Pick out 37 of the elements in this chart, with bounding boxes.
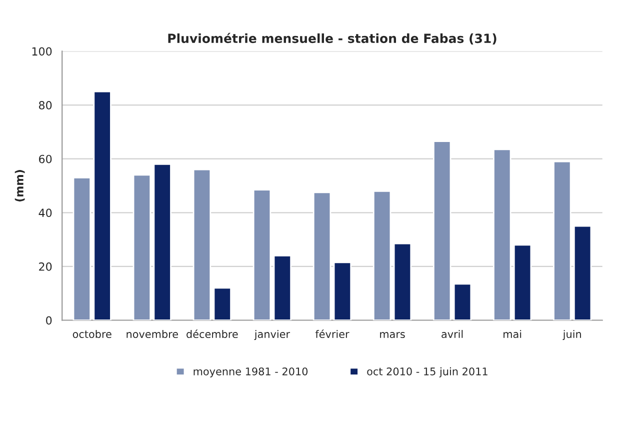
y-tick-label: 60	[39, 154, 52, 164]
chart-title: Pluviométrie mensuelle - station de Fabas (31)	[168, 32, 496, 45]
bar	[252, 189, 272, 320]
bar	[213, 287, 232, 320]
x-tick-label: avril	[442, 330, 463, 338]
bar	[432, 140, 452, 320]
bar	[553, 160, 572, 320]
x-tick-label: octobre	[72, 330, 112, 338]
bar	[132, 174, 152, 320]
bar	[72, 176, 92, 320]
bar	[312, 192, 332, 320]
x-tick-label: mai	[504, 330, 522, 338]
bar	[273, 254, 292, 320]
x-tick-label: mars	[380, 332, 405, 338]
bar	[493, 148, 512, 320]
y-tick-label: 20	[39, 262, 52, 271]
bar	[453, 283, 472, 320]
bar	[513, 244, 532, 320]
bar	[372, 190, 392, 320]
x-tick-label: juin	[562, 330, 581, 340]
bar	[333, 262, 352, 320]
legend-label: oct 2010 - 15 juin 2011	[367, 367, 488, 378]
x-tick-label: février	[315, 330, 350, 338]
bar	[153, 164, 172, 320]
y-tick-label: 40	[38, 208, 52, 218]
y-tick-label: 100	[32, 47, 52, 56]
bar	[393, 242, 412, 320]
y-tick-label: 80	[38, 101, 52, 110]
bar	[93, 90, 112, 320]
bar	[573, 225, 592, 320]
legend-label: moyenne 1981 - 2010	[194, 367, 308, 378]
y-tick-label: 0	[46, 316, 52, 325]
y-axis-title: (mm)	[14, 170, 25, 202]
bar	[192, 168, 212, 320]
x-tick-label: décembre	[186, 330, 238, 338]
x-tick-label: janvier	[254, 330, 290, 340]
x-tick-label: novembre	[126, 330, 178, 338]
